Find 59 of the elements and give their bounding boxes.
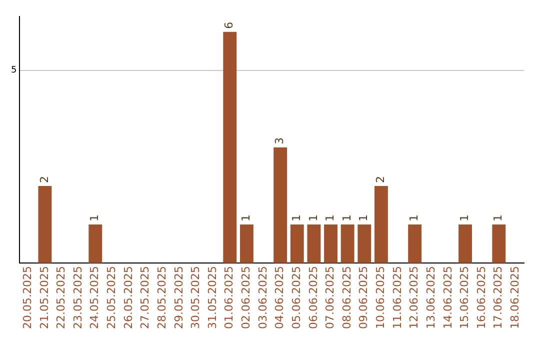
x-tick-label: 10.06.2025	[374, 266, 388, 330]
data-label: 1	[458, 214, 472, 222]
y-tick-label: 5	[10, 66, 17, 76]
bar	[38, 186, 52, 264]
x-tick-label: 30.05.2025	[189, 266, 202, 330]
bar	[408, 224, 422, 264]
bar	[307, 224, 321, 264]
data-label: 1	[306, 214, 320, 222]
x-tick-label: 04.06.2025	[273, 266, 286, 330]
x-tick-label: 23.05.2025	[71, 266, 84, 330]
data-label: 1	[324, 214, 337, 222]
data-label: 1	[340, 214, 354, 222]
bar	[358, 224, 372, 264]
bar	[324, 224, 338, 264]
x-tick-label: 16.06.2025	[474, 266, 488, 330]
bar	[374, 186, 388, 264]
bar	[290, 224, 304, 264]
data-label: 3	[273, 137, 286, 144]
data-label: 1	[357, 214, 370, 222]
bar	[340, 224, 354, 264]
data-label: 2	[374, 176, 388, 183]
x-tick-label: 27.05.2025	[138, 266, 152, 330]
bar	[223, 32, 237, 264]
x-tick-label: 25.05.2025	[105, 266, 118, 330]
bar	[458, 224, 472, 264]
x-tick-label: 03.06.2025	[256, 266, 270, 330]
data-label: 6	[222, 22, 236, 29]
x-tick-label: 13.06.2025	[424, 266, 438, 330]
x-tick-label: 01.06.2025	[222, 266, 236, 330]
data-label: 1	[240, 214, 253, 222]
x-tick-label: 15.06.2025	[458, 266, 472, 330]
x-tick-label: 05.06.2025	[290, 266, 303, 330]
bar	[88, 224, 102, 264]
data-label: 1	[290, 214, 303, 222]
data-label: 1	[492, 214, 505, 222]
x-tick-label: 12.06.2025	[408, 266, 421, 330]
bar	[492, 224, 506, 264]
x-tick-label: 29.05.2025	[172, 266, 186, 330]
bar	[240, 224, 254, 264]
data-label: 2	[38, 176, 51, 183]
x-tick-label: 28.05.2025	[155, 266, 168, 330]
x-tick-label: 02.06.2025	[240, 266, 253, 330]
x-tick-label: 06.06.2025	[306, 266, 320, 330]
x-tick-label: 18.06.2025	[508, 266, 522, 330]
x-tick-label: 21.05.2025	[38, 266, 51, 330]
x-tick-label: 20.05.2025	[20, 266, 34, 330]
x-tick-label: 11.06.2025	[390, 266, 404, 330]
bar	[274, 147, 288, 264]
x-tick-label: 31.05.2025	[206, 266, 219, 330]
x-tick-label: 24.05.2025	[88, 266, 102, 330]
x-tick-label: 09.06.2025	[357, 266, 370, 330]
x-tick-label: 26.05.2025	[122, 266, 135, 330]
x-tick-label: 22.05.2025	[54, 266, 68, 330]
x-tick-label: 14.06.2025	[441, 266, 454, 330]
x-tick-label: 08.06.2025	[340, 266, 354, 330]
data-label: 1	[88, 214, 102, 222]
x-tick-label: 17.06.2025	[492, 266, 505, 330]
x-tick-label: 07.06.2025	[324, 266, 337, 330]
data-label: 1	[408, 214, 421, 222]
